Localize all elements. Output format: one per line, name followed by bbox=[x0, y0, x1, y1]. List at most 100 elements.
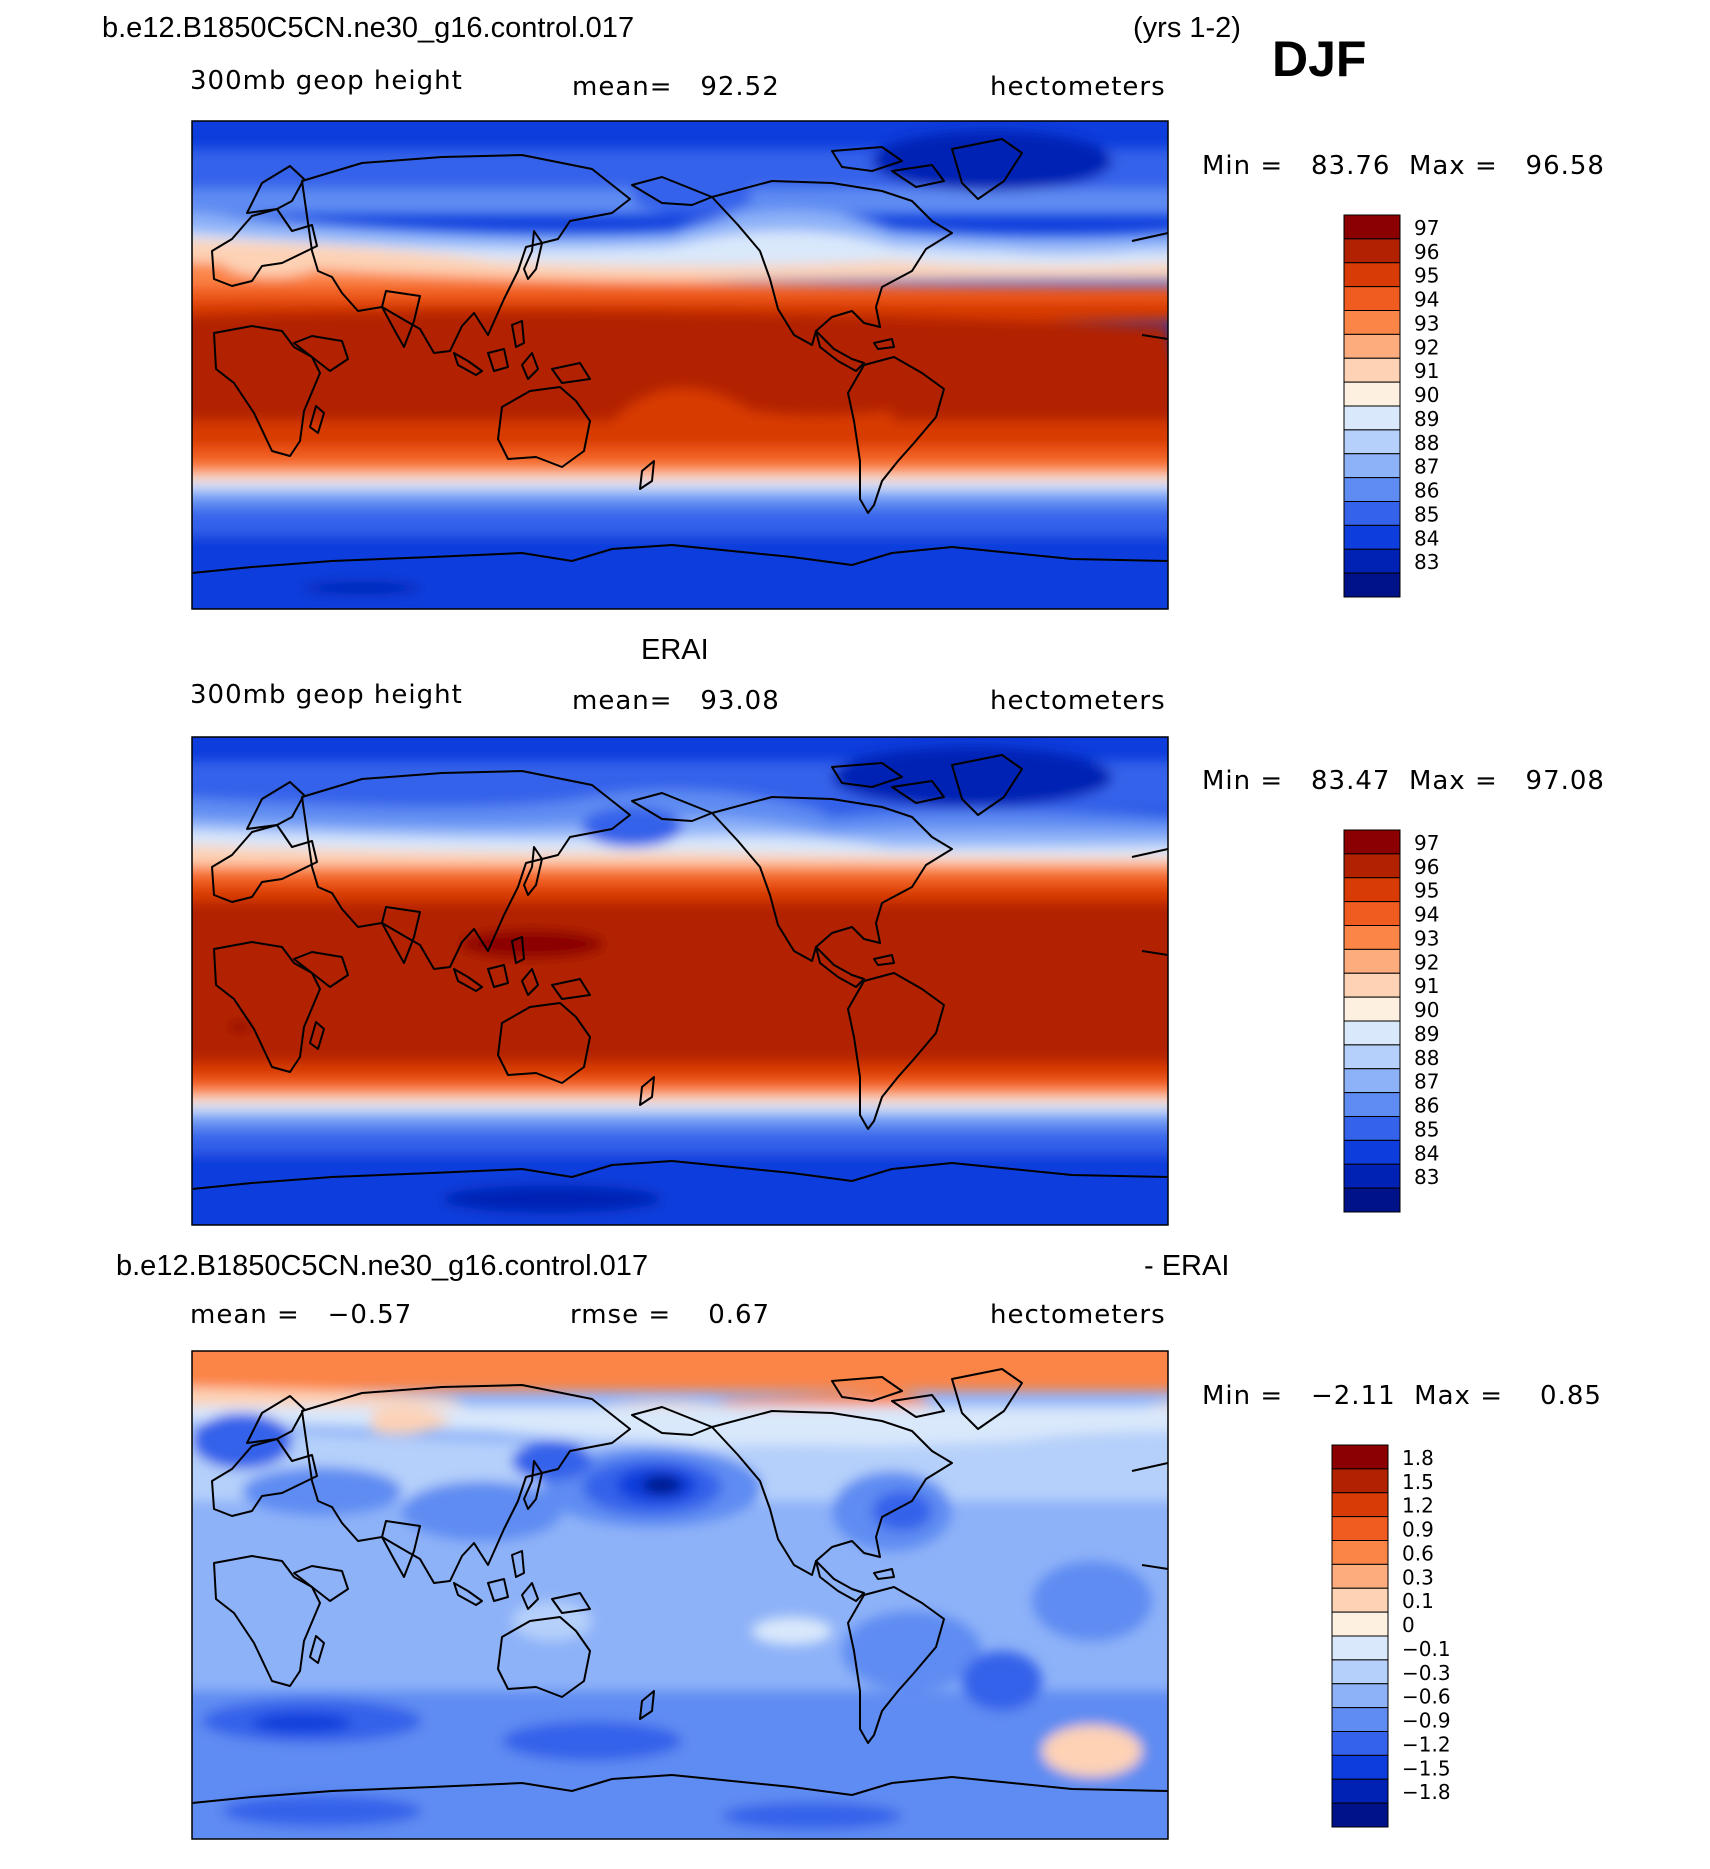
colorbar-swatch bbox=[1331, 1707, 1389, 1732]
colorbar-tick-label: 84 bbox=[1414, 526, 1439, 550]
case-title: b.e12.B1850C5CN.ne30_g16.control.017 bbox=[102, 12, 635, 44]
panel3-mean-label: mean = −0.57 bbox=[190, 1300, 413, 1330]
colorbar-swatch bbox=[1343, 1139, 1401, 1165]
colorbar-swatch bbox=[1343, 948, 1401, 974]
panel2-minmax-label: Min = 83.47 Max = 97.08 bbox=[1202, 766, 1605, 796]
colorbar-tick-label: 91 bbox=[1414, 974, 1439, 998]
colorbar-tick-label: 0.1 bbox=[1402, 1589, 1434, 1613]
colorbar-swatch bbox=[1343, 548, 1401, 574]
colorbar-swatch bbox=[1343, 853, 1401, 879]
colorbar-swatch bbox=[1331, 1802, 1389, 1828]
colorbar-tick-label: −0.6 bbox=[1402, 1685, 1451, 1709]
colorbar-swatch bbox=[1343, 477, 1401, 502]
colorbar-tick-label: −1.8 bbox=[1402, 1780, 1451, 1804]
colorbar-tick-label: 0.9 bbox=[1402, 1518, 1434, 1542]
colorbar-tick-label: 97 bbox=[1414, 216, 1439, 240]
colorbar-tick-label: 0.6 bbox=[1402, 1541, 1434, 1565]
colorbar-swatch bbox=[1343, 1068, 1401, 1094]
panel3-minmax-label: Min = −2.11 Max = 0.85 bbox=[1202, 1381, 1602, 1411]
colorbar-swatch bbox=[1343, 901, 1401, 926]
colorbar-swatch bbox=[1343, 238, 1401, 264]
panel3-rmse-label: rmse = 0.67 bbox=[570, 1300, 771, 1330]
colorbar-tick-label: 0.3 bbox=[1402, 1565, 1434, 1589]
colorbar-tick-label: 96 bbox=[1414, 240, 1439, 264]
colorbar-tick-label: 93 bbox=[1414, 311, 1439, 335]
colorbar-tick-label: 90 bbox=[1414, 998, 1439, 1022]
colorbar-swatch bbox=[1343, 996, 1401, 1022]
colorbar-swatch bbox=[1331, 1492, 1389, 1518]
colorbar-tick-label: 89 bbox=[1414, 407, 1439, 431]
colorbar-swatch bbox=[1331, 1468, 1389, 1494]
colorbar-swatch bbox=[1331, 1659, 1389, 1685]
years-label: (yrs 1-2) bbox=[1133, 12, 1241, 44]
colorbar-tick-label: 85 bbox=[1414, 1117, 1439, 1141]
map-panel-obs bbox=[191, 736, 1169, 1226]
colorbar-tick-label: −0.3 bbox=[1402, 1661, 1451, 1685]
colorbar-tick-label: −0.1 bbox=[1402, 1637, 1451, 1661]
map-panel-model bbox=[191, 120, 1169, 610]
colorbar-swatch bbox=[1331, 1731, 1389, 1756]
colorbar-swatch bbox=[1343, 262, 1401, 288]
colorbar-tick-label: 97 bbox=[1414, 831, 1439, 855]
colorbar-swatch bbox=[1343, 972, 1401, 998]
panel2-header: ERAI bbox=[641, 634, 709, 666]
colorbar-tick-label: −0.9 bbox=[1402, 1709, 1451, 1733]
map-panel-diff bbox=[191, 1350, 1169, 1840]
colorbar-tick-label: 95 bbox=[1414, 879, 1439, 903]
colorbar-tick-label: 94 bbox=[1414, 903, 1439, 927]
colorbar-tick-label: 88 bbox=[1414, 1046, 1439, 1070]
colorbar-tick-label: 86 bbox=[1414, 1094, 1439, 1118]
colorbar-tick-label: 89 bbox=[1414, 1022, 1439, 1046]
colorbar-swatch bbox=[1343, 405, 1401, 431]
colorbar-tick-label: 83 bbox=[1414, 1165, 1439, 1189]
colorbar-swatch bbox=[1343, 1163, 1401, 1189]
panel2-variable-label: 300mb geop height bbox=[190, 680, 463, 710]
colorbar-swatch bbox=[1343, 1092, 1401, 1117]
panel2-mean-label: mean= 93.08 bbox=[572, 686, 780, 716]
colorbar-swatch bbox=[1343, 429, 1401, 455]
colorbar-tick-label: 92 bbox=[1414, 335, 1439, 359]
colorbar-swatch bbox=[1343, 333, 1401, 359]
panel1-minmax-label: Min = 83.76 Max = 96.58 bbox=[1202, 151, 1605, 181]
colorbar-swatch bbox=[1331, 1683, 1389, 1709]
colorbar-swatch bbox=[1331, 1563, 1389, 1589]
colorbar-tick-label: 92 bbox=[1414, 950, 1439, 974]
colorbar-swatch bbox=[1343, 357, 1401, 383]
colorbar-diff: 1.81.51.20.90.60.30.10−0.1−0.3−0.6−0.9 −1… bbox=[1331, 1444, 1451, 1828]
panel1-variable-label: 300mb geop height bbox=[190, 66, 463, 96]
colorbar-tick-label: 95 bbox=[1414, 264, 1439, 288]
panel2-units-label: hectometers bbox=[990, 686, 1166, 716]
colorbar-swatch bbox=[1331, 1778, 1389, 1804]
panel1-mean-label: mean= 92.52 bbox=[572, 72, 780, 102]
colorbar-swatch bbox=[1331, 1540, 1389, 1565]
colorbar-swatch bbox=[1343, 572, 1401, 598]
colorbar-tick-label: 1.2 bbox=[1402, 1494, 1434, 1518]
colorbar-tick-label: 84 bbox=[1414, 1141, 1439, 1165]
colorbar-tick-label: 1.5 bbox=[1402, 1470, 1434, 1494]
colorbar-swatch bbox=[1343, 214, 1401, 240]
colorbar-tick-label: 86 bbox=[1414, 479, 1439, 503]
colorbar-swatch bbox=[1331, 1587, 1389, 1613]
colorbar-tick-label: 0 bbox=[1402, 1613, 1415, 1637]
season-label: DJF bbox=[1272, 31, 1367, 87]
colorbar-swatch bbox=[1343, 501, 1401, 526]
colorbar-swatch bbox=[1343, 310, 1401, 335]
colorbar-tick-label: 87 bbox=[1414, 1070, 1439, 1094]
panel3-header-right: - ERAI bbox=[1144, 1250, 1230, 1282]
colorbar-swatch bbox=[1343, 829, 1401, 855]
colorbar-tick-label: −1.5 bbox=[1402, 1756, 1451, 1780]
colorbar-swatch bbox=[1343, 286, 1401, 311]
colorbar-swatch bbox=[1331, 1611, 1389, 1637]
panel3-header: b.e12.B1850C5CN.ne30_g16.control.017 bbox=[116, 1250, 649, 1282]
colorbar-swatch bbox=[1331, 1516, 1389, 1541]
colorbar-swatch bbox=[1343, 453, 1401, 479]
colorbar-swatch bbox=[1343, 1116, 1401, 1141]
colorbar-tick-label: 93 bbox=[1414, 926, 1439, 950]
panel1-units-label: hectometers bbox=[990, 72, 1166, 102]
colorbar-tick-label: 1.8 bbox=[1402, 1446, 1434, 1470]
colorbar-swatch bbox=[1343, 524, 1401, 550]
colorbar-tick-label: 87 bbox=[1414, 455, 1439, 479]
colorbar-tick-label: 94 bbox=[1414, 288, 1439, 312]
